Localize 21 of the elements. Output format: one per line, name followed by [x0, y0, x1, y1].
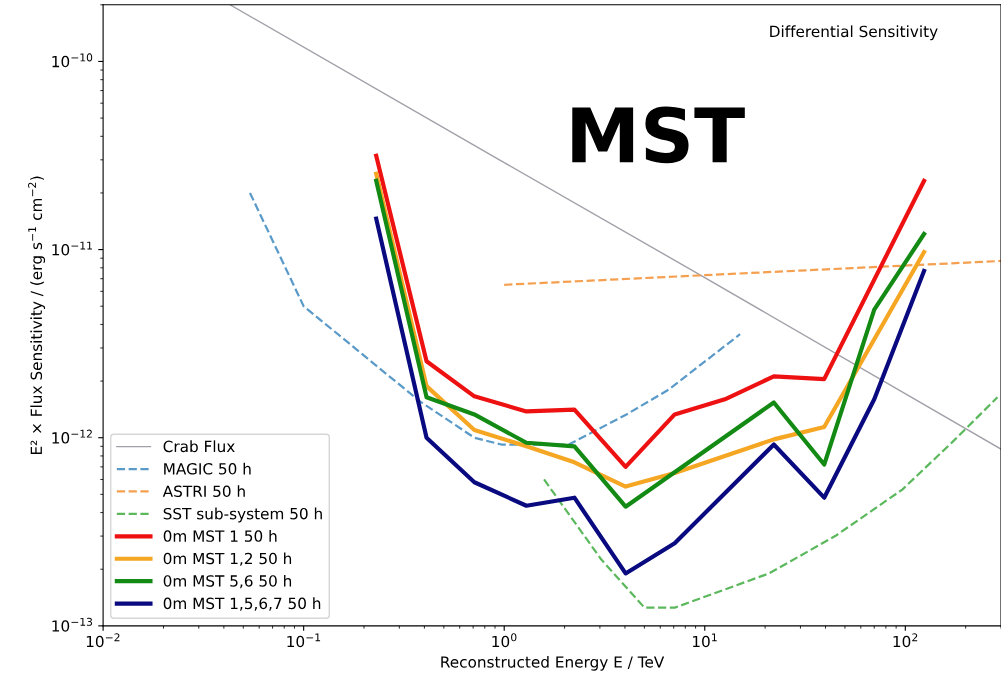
x-tick-label: 10$^{0}$: [492, 633, 517, 648]
annotation: Differential Sensitivity: [770, 25, 938, 41]
legend-label: Crab Flux: [163, 440, 235, 453]
y-tick-label: 10$^{−13}$: [52, 617, 93, 632]
x-tick-label: 10$^{2}$: [893, 633, 918, 648]
y-tick-label: 10$^{−11}$: [52, 241, 92, 256]
legend-label: ASTRI 50 h: [162, 485, 245, 498]
legend-label: 0m MST 1,2 50 h: [163, 552, 292, 566]
y-tick-label: 10$^{−12}$: [52, 429, 92, 444]
x-axis-title: Reconstructed Energy E / TeV: [441, 655, 665, 671]
legend-label: 0m MST 5,6 50 h: [163, 574, 292, 589]
annotation: MST: [572, 106, 745, 164]
legend-label: 0m MST 1 50 h: [163, 530, 277, 542]
legend-label: MAGIC 50 h: [164, 462, 251, 475]
x-tick-label: 10$^{−2}$: [86, 633, 120, 648]
x-tick-label: 10$^{1}$: [692, 633, 717, 648]
legend-label: 0m MST 1,5,6,7 50 h: [163, 597, 321, 611]
x-tick-label: 10$^{−1}$: [287, 633, 321, 648]
y-tick-label: 10$^{−10}$: [52, 53, 93, 68]
legend-label: SST sub-system 50 h: [163, 507, 322, 523]
y-axis-title: E² × Flux Sensitivity / (erg s$^{−1}$ cm$^{−2}$): [28, 176, 46, 455]
